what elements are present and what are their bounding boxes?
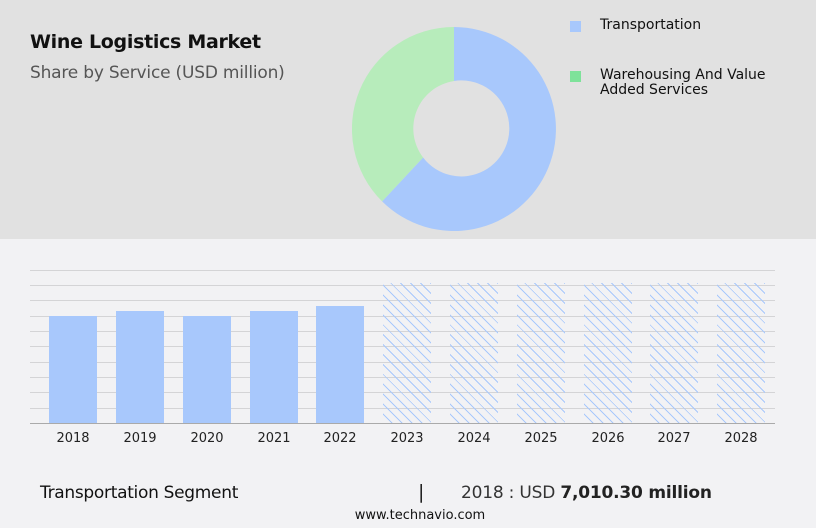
x-tick-label: 2027 — [657, 431, 691, 446]
x-tick-label: 2024 — [457, 431, 491, 446]
legend-item-warehousing[interactable]: Warehousing And Value Added Services — [570, 68, 810, 98]
donut-chart — [352, 27, 556, 231]
bar-2020[interactable] — [183, 316, 231, 423]
x-tick-label: 2023 — [390, 431, 424, 446]
bar-2028[interactable] — [717, 283, 765, 423]
source-link[interactable]: www.technavio.com — [354, 508, 486, 523]
legend-swatch-icon — [570, 71, 581, 82]
x-tick-label: 2019 — [123, 431, 157, 446]
legend-label: Transportation — [600, 17, 702, 33]
segment-label: Transportation Segment — [40, 483, 239, 503]
footer-separator: | — [418, 481, 425, 503]
x-tick-label: 2022 — [323, 431, 357, 446]
x-tick-label: 2025 — [524, 431, 558, 446]
legend-item-transportation[interactable]: Transportation — [570, 18, 810, 33]
donut-slice-transportation[interactable] — [382, 27, 556, 231]
gridline — [30, 270, 775, 271]
bar-2024[interactable] — [450, 283, 498, 423]
x-axis — [30, 423, 775, 424]
bar-2021[interactable] — [250, 311, 298, 423]
x-tick-label: 2026 — [591, 431, 625, 446]
segment-amount: 7,010.30 million — [560, 483, 712, 503]
bar-2018[interactable] — [49, 316, 97, 423]
donut-slice-warehousing[interactable] — [352, 27, 454, 202]
x-tick-label: 2018 — [56, 431, 90, 446]
segment-value: 2018 : USD 7,010.30 million — [461, 483, 712, 503]
bar-2027[interactable] — [650, 283, 698, 423]
x-tick-label: 2020 — [190, 431, 224, 446]
bar-2023[interactable] — [383, 283, 431, 423]
legend-label: Warehousing And Value Added Services — [600, 67, 766, 98]
bar-2025[interactable] — [517, 283, 565, 423]
segment-year: 2018 : USD — [461, 483, 556, 503]
bar-2022[interactable] — [316, 306, 364, 423]
bar-chart: 2018 2019 2020 2021 2022 2023 2024 2025 … — [30, 262, 775, 462]
legend-swatch-icon — [570, 21, 581, 32]
x-tick-label: 2021 — [257, 431, 291, 446]
chart-subtitle: Share by Service (USD million) — [30, 63, 285, 83]
chart-title: Wine Logistics Market — [30, 31, 261, 53]
bar-2019[interactable] — [116, 311, 164, 423]
bar-2026[interactable] — [584, 283, 632, 423]
x-tick-label: 2028 — [724, 431, 758, 446]
